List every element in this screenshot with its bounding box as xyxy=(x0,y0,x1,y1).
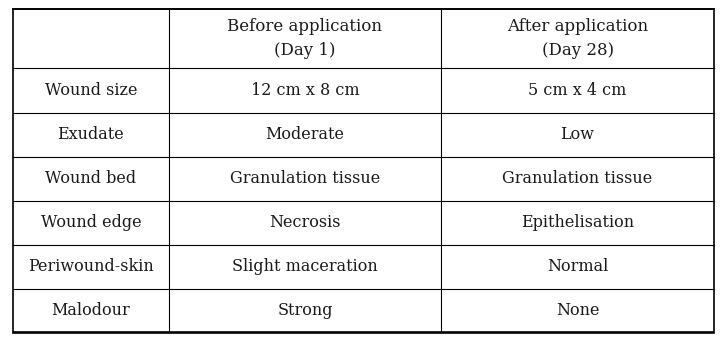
Text: Epithelisation: Epithelisation xyxy=(521,214,634,231)
Text: Periwound-skin: Periwound-skin xyxy=(28,258,153,275)
Text: Wound edge: Wound edge xyxy=(41,214,141,231)
Text: Wound size: Wound size xyxy=(44,82,137,99)
Text: None: None xyxy=(556,302,599,319)
Text: Granulation tissue: Granulation tissue xyxy=(502,170,653,187)
Text: Malodour: Malodour xyxy=(52,302,130,319)
Text: Strong: Strong xyxy=(277,302,333,319)
Text: Before application
(Day 1): Before application (Day 1) xyxy=(228,18,382,59)
Text: Low: Low xyxy=(561,126,595,143)
Text: 5 cm x 4 cm: 5 cm x 4 cm xyxy=(529,82,627,99)
Text: Moderate: Moderate xyxy=(265,126,345,143)
Text: Wound bed: Wound bed xyxy=(45,170,137,187)
Text: 12 cm x 8 cm: 12 cm x 8 cm xyxy=(251,82,359,99)
Text: Granulation tissue: Granulation tissue xyxy=(230,170,380,187)
Text: Necrosis: Necrosis xyxy=(269,214,341,231)
Text: Exudate: Exudate xyxy=(57,126,124,143)
Text: Normal: Normal xyxy=(547,258,608,275)
Text: Slight maceration: Slight maceration xyxy=(232,258,378,275)
Text: After application
(Day 28): After application (Day 28) xyxy=(507,18,648,59)
